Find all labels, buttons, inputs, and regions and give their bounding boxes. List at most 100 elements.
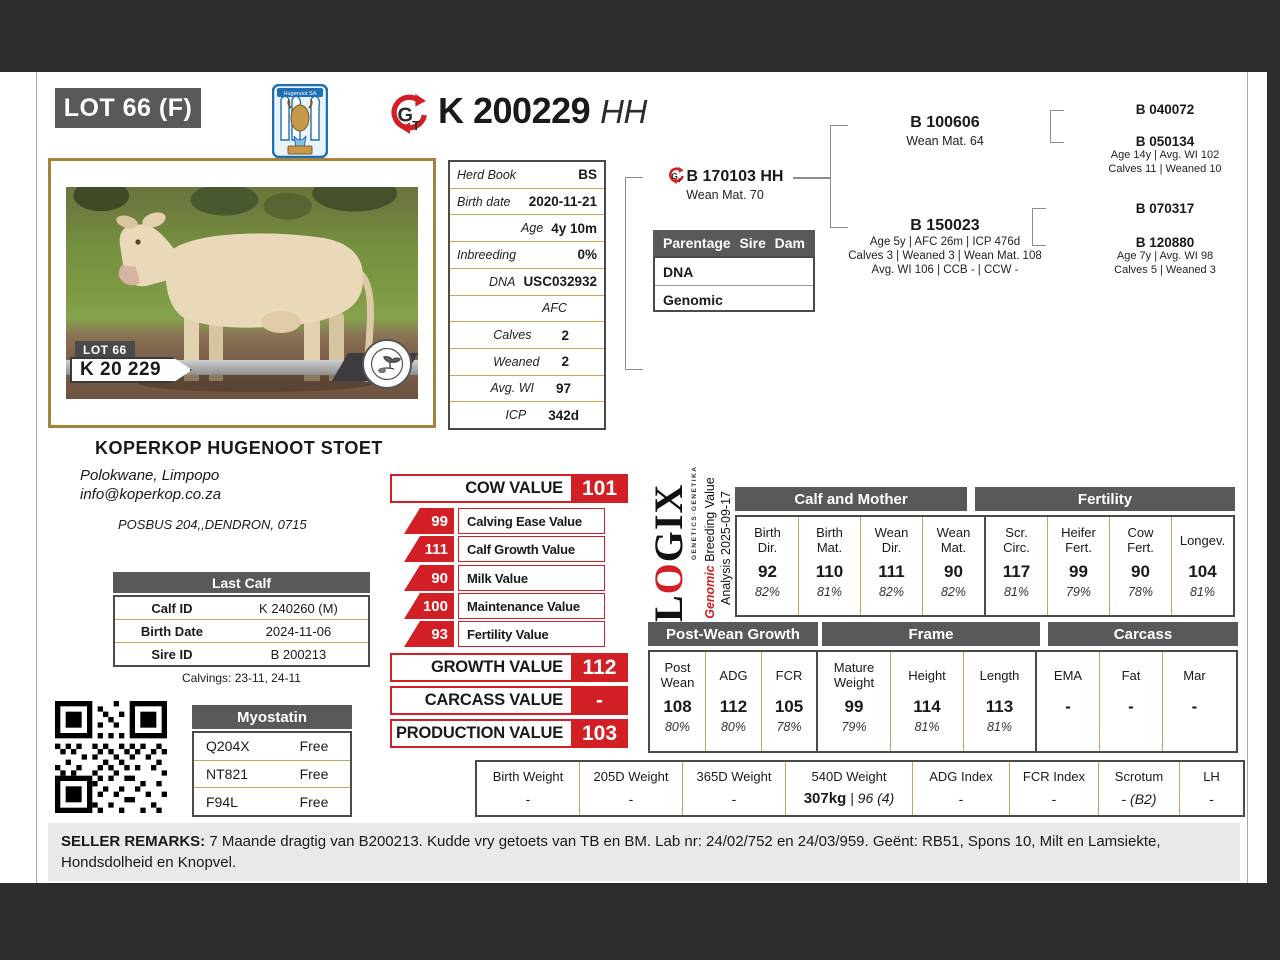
row-value: 97 bbox=[555, 380, 571, 396]
row-label: Genomic bbox=[663, 291, 723, 308]
genomic-word: Genomic bbox=[703, 565, 717, 619]
pedigree-connector bbox=[793, 177, 830, 179]
ebv-label: Birth Mat. bbox=[816, 525, 843, 555]
breeder-name: KOPERKOP HUGENOOT STOET bbox=[95, 438, 383, 458]
ebv-cell: FCR 105 78% bbox=[762, 652, 818, 751]
breeding-value-word: Breeding Value bbox=[703, 477, 717, 566]
ebv-value: 111 bbox=[878, 562, 905, 581]
weight-note: (B2) bbox=[1126, 791, 1157, 807]
breeder-email: info@koperkop.co.za bbox=[80, 486, 222, 503]
analysis-type: Genomic Breeding Value bbox=[703, 477, 717, 619]
table-row: Birth date 2020-11-21 bbox=[450, 189, 604, 216]
last-calf-table: Calf ID K 240260 (M) Birth Date 2024-11-06… bbox=[113, 595, 370, 667]
pedigree-grandparent: B 100606 Wean Mat. 64 bbox=[860, 114, 1030, 148]
ebv-accuracy: 82% bbox=[754, 585, 781, 599]
row-label: Weaned bbox=[493, 354, 540, 369]
ebv-accuracy: 79% bbox=[841, 720, 867, 734]
animal-photo: LOT 66 K 20 229 bbox=[66, 187, 418, 399]
ebv-label: Post Wean bbox=[660, 660, 695, 690]
growth-value-bar: GROWTH VALUE 112 bbox=[390, 653, 628, 682]
parent-poll-status: HH bbox=[755, 168, 784, 185]
group-header-fertility: Fertility bbox=[975, 487, 1235, 511]
herd-info-table: Herd Book BS Birth date 2020-11-21 Age 4y 1… bbox=[448, 160, 606, 430]
svg-text:T: T bbox=[677, 178, 681, 184]
value-label: Calving Ease Value bbox=[458, 508, 605, 534]
svg-text:G: G bbox=[398, 104, 414, 126]
ggp-note: Age 14y | Avg. WI 102 bbox=[1110, 149, 1220, 161]
ebv-cell: Cow Fert. 90 78% bbox=[1110, 517, 1172, 615]
row-label: Sire ID bbox=[151, 646, 193, 662]
ebv-value: 99 bbox=[844, 697, 864, 716]
row-label: AFC bbox=[542, 301, 567, 316]
value-label: Maintenance Value bbox=[458, 593, 605, 619]
weight-value: - bbox=[1121, 791, 1127, 807]
ebv-label: Mature Weight bbox=[833, 660, 875, 690]
production-value-bar: PRODUCTION VALUE 103 bbox=[390, 719, 628, 748]
value-number: - bbox=[571, 686, 628, 715]
svg-text:G: G bbox=[671, 171, 678, 181]
logix-logo: LOGIX bbox=[645, 478, 692, 622]
qr-code bbox=[55, 700, 167, 814]
genomic-tested-icon: G T bbox=[668, 167, 684, 184]
ebv-table-growth-frame-carcass: Post Wean 108 80% ADG 112 80% FCR 105 78% Matu… bbox=[648, 650, 1238, 753]
gp-note: Avg. WI 106 | CCB - | CCW - bbox=[871, 264, 1019, 276]
photo-lot-tag: LOT 66 bbox=[75, 341, 135, 359]
weight-label: ADG Index bbox=[929, 769, 993, 784]
ebv-accuracy: 78% bbox=[776, 720, 802, 734]
ebv-accuracy: 79% bbox=[1065, 585, 1092, 599]
table-row: Birth Date 2024-11-06 bbox=[115, 620, 368, 643]
logix-subtitle: GENETICS·GENETIKA bbox=[691, 465, 698, 560]
gp-id: B 100606 bbox=[910, 114, 980, 131]
ebv-accuracy: 80% bbox=[720, 720, 747, 734]
row-label: Birth date bbox=[457, 194, 511, 209]
value-label: Milk Value bbox=[458, 565, 605, 591]
ebv-label: Wean Dir. bbox=[874, 525, 909, 555]
value-number: 112 bbox=[571, 653, 628, 682]
row-label: Herd Book bbox=[457, 167, 517, 182]
ebv-accuracy: 81% bbox=[914, 720, 940, 734]
weight-cell: Birth Weight - bbox=[477, 762, 580, 815]
ebv-label: FCR bbox=[775, 667, 803, 683]
ebv-value: 99 bbox=[1069, 562, 1088, 581]
ebv-label: Length bbox=[979, 667, 1020, 683]
row-value: Free bbox=[299, 738, 329, 755]
row-label: DNA bbox=[663, 263, 694, 280]
table-row: F94L Free bbox=[194, 788, 350, 815]
ebv-accuracy: 80% bbox=[664, 720, 691, 734]
weight-cell: 365D Weight - bbox=[683, 762, 786, 815]
ebv-label: Scr. Circ. bbox=[1003, 525, 1030, 555]
ebv-value: 113 bbox=[985, 697, 1014, 716]
weight-value: 307kg bbox=[803, 790, 847, 807]
pedigree-bracket bbox=[625, 177, 643, 370]
myostatin-table: Q204X Free NT821 Free F94L Free bbox=[192, 731, 352, 817]
table-row: DNA bbox=[655, 258, 813, 286]
weight-label: 540D Weight bbox=[811, 769, 887, 784]
breeder-location: Polokwane, Limpopo bbox=[80, 467, 220, 484]
ebv-cell: Post Wean 108 80% bbox=[650, 652, 706, 751]
weight-label: Scrotum bbox=[1114, 769, 1164, 784]
group-header-postwean: Post-Wean Growth bbox=[648, 622, 818, 646]
row-value: 342d bbox=[548, 407, 579, 423]
weight-label: 365D Weight bbox=[696, 769, 772, 784]
ebv-cell: Mature Weight 99 79% bbox=[818, 652, 891, 751]
weight-cell: 540D Weight 307kg | 96 (4) bbox=[786, 762, 913, 815]
ebv-value: 90 bbox=[1131, 562, 1150, 581]
ebv-label: Mar bbox=[1183, 667, 1206, 683]
weight-value: - bbox=[628, 791, 634, 807]
table-row: Weaned 2 bbox=[450, 349, 604, 376]
row-label: Birth Date bbox=[140, 623, 203, 639]
value-number: 103 bbox=[571, 719, 628, 748]
row-value: Free bbox=[299, 793, 329, 810]
myostatin-header: Myostatin bbox=[192, 705, 352, 729]
weight-cell: Scrotum - (B2) bbox=[1099, 762, 1180, 815]
ebv-cell: Wean Mat. 90 82% bbox=[923, 517, 986, 615]
table-row: AFC bbox=[450, 296, 604, 323]
ebv-cell: Birth Mat. 110 81% bbox=[799, 517, 861, 615]
seller-remarks-label: SELLER REMARKS: bbox=[61, 833, 206, 850]
value-label: COW VALUE bbox=[465, 479, 563, 497]
row-value: 2 bbox=[561, 354, 569, 370]
page-title: K 200229 HH bbox=[438, 90, 647, 132]
ebv-cell: EMA - bbox=[1037, 652, 1100, 751]
ebv-cell: Length 113 81% bbox=[964, 652, 1037, 751]
svg-text:T: T bbox=[412, 119, 420, 133]
